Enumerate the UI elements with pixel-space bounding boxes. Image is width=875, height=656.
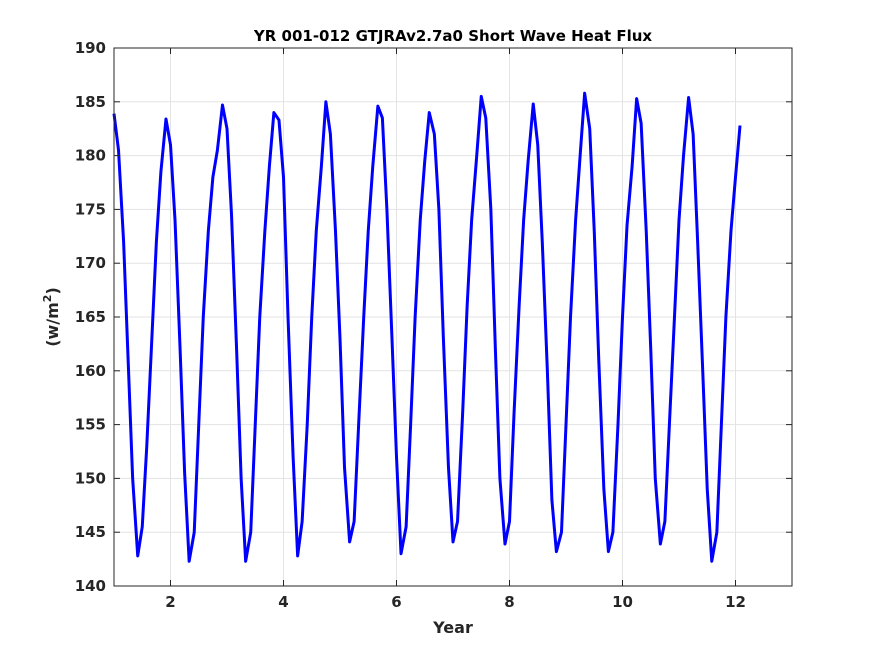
y-tick-label: 160 [75, 362, 106, 380]
y-tick-label: 170 [75, 254, 106, 272]
x-tick-label: 6 [391, 593, 401, 611]
y-tick-label: 155 [75, 416, 106, 434]
series-group [112, 91, 742, 563]
axis-ticks [114, 47, 792, 587]
y-tick-label: 150 [75, 469, 106, 487]
x-tick-label: 10 [612, 593, 633, 611]
y-tick-label: 140 [75, 577, 106, 595]
y-tick-label: 190 [75, 39, 106, 57]
y-tick-labels: 140 145 150 155 160 165 170 175 180 185 190 [75, 39, 106, 595]
x-tick-label: 2 [165, 593, 175, 611]
y-tick-label: 180 [75, 147, 106, 165]
y-tick-label: 165 [75, 308, 106, 326]
x-axis-label: Year [432, 618, 473, 637]
series-line [112, 91, 742, 563]
y-tick-label: 185 [75, 93, 106, 111]
x-tick-label: 12 [725, 593, 746, 611]
x-tick-label: 8 [504, 593, 514, 611]
chart-title: YR 001-012 GTJRAv2.7a0 Short Wave Heat F… [253, 27, 653, 45]
y-tick-label: 175 [75, 200, 106, 218]
x-tick-labels: 2 4 6 8 10 12 [165, 593, 746, 611]
y-tick-label: 145 [75, 523, 106, 541]
y-axis-label-superscript: 2 [41, 295, 54, 303]
y-axis-label-main: (w/m [43, 302, 62, 347]
x-tick-label: 4 [278, 593, 288, 611]
y-axis-label-suffix: ) [43, 287, 62, 294]
y-axis-label: (w/m2) [41, 287, 62, 347]
